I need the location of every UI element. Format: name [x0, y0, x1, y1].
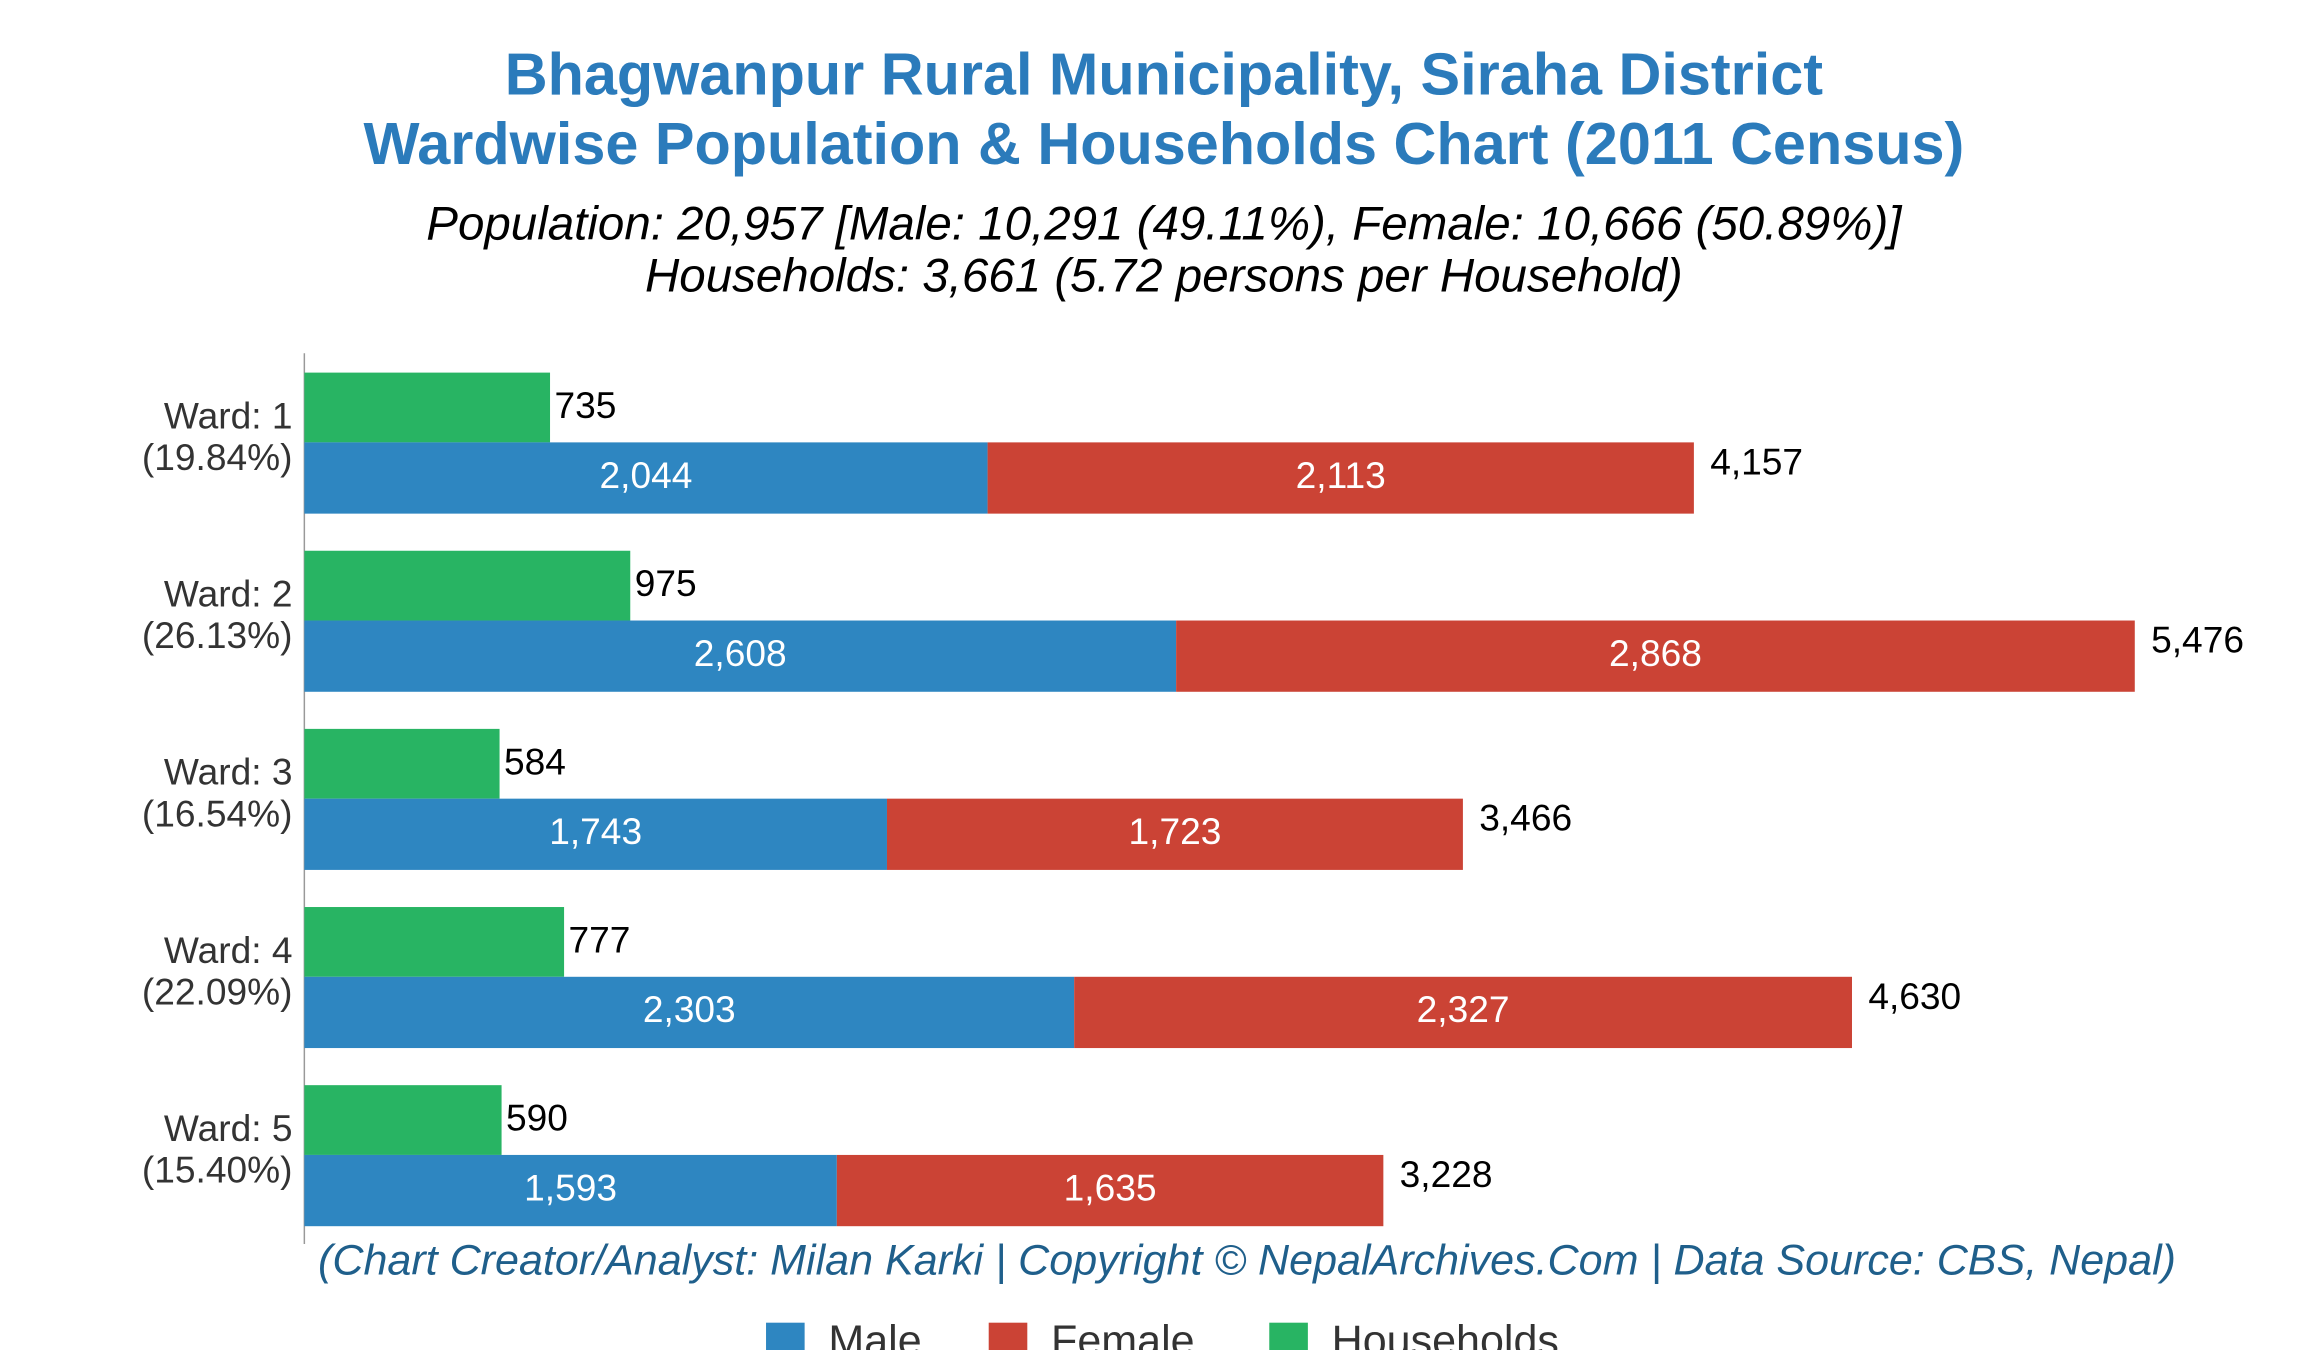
- bar: [304, 907, 565, 977]
- y-tick-label: (15.40%): [142, 1149, 293, 1191]
- bar: [304, 620, 1177, 692]
- total-label: 4,157: [1710, 440, 1803, 482]
- bar: [836, 1154, 1384, 1227]
- bar: [304, 550, 631, 621]
- legend-swatch: [766, 1322, 805, 1350]
- legend-swatch: [1269, 1322, 1308, 1350]
- y-tick-label: (26.13%): [142, 614, 293, 656]
- y-tick-label: Ward: 5: [164, 1107, 293, 1149]
- y-tick-label: (19.84%): [142, 436, 293, 478]
- y-tick-label: (16.54%): [142, 792, 293, 834]
- bar: [304, 728, 500, 799]
- data-label: 2,327: [1417, 988, 1510, 1030]
- data-label: 1,593: [524, 1166, 617, 1208]
- total-label: 3,466: [1479, 797, 1572, 839]
- data-label: 584: [504, 740, 566, 782]
- bar: [304, 372, 551, 443]
- chart-title: Bhagwanpur Rural Municipality, Siraha Di…: [505, 40, 1823, 107]
- bar: [304, 798, 887, 870]
- y-tick-label: (22.09%): [142, 970, 293, 1012]
- bar: [1074, 976, 1852, 1049]
- footnote: (Chart Creator/Analyst: Milan Karki | Co…: [318, 1237, 2176, 1285]
- data-label: 2,113: [1296, 454, 1386, 496]
- y-tick-label: Ward: 4: [164, 929, 293, 971]
- bar: [304, 1085, 502, 1155]
- bar: [304, 442, 988, 514]
- legend-label: Female: [1051, 1317, 1195, 1350]
- data-label: 2,303: [643, 988, 736, 1030]
- bar: [886, 798, 1463, 870]
- legend-label: Male: [828, 1317, 921, 1350]
- total-label: 3,228: [1400, 1153, 1493, 1195]
- data-label: 975: [635, 562, 697, 604]
- data-label: 2,608: [694, 632, 787, 674]
- data-label: 1,635: [1064, 1166, 1157, 1208]
- chart-subtitle: Households: 3,661 (5.72 persons per Hous…: [645, 250, 1683, 303]
- legend-swatch: [988, 1322, 1028, 1350]
- bar: [304, 1154, 837, 1227]
- data-label: 2,044: [600, 454, 693, 496]
- bar: [1176, 620, 2135, 692]
- chart-subtitle: Population: 20,957 [Male: 10,291 (49.11%…: [426, 198, 1903, 251]
- data-label: 1,723: [1129, 810, 1222, 852]
- total-label: 4,630: [1868, 975, 1961, 1017]
- total-label: 5,476: [2151, 619, 2244, 661]
- data-label: 2,868: [1609, 632, 1702, 674]
- legend-label: Households: [1332, 1317, 1559, 1350]
- chart-title: Wardwise Population & Households Chart (…: [363, 110, 1964, 177]
- data-label: 1,743: [549, 810, 642, 852]
- bar: [304, 976, 1075, 1049]
- y-tick-label: Ward: 3: [164, 751, 293, 793]
- data-label: 777: [569, 918, 631, 960]
- data-label: 590: [506, 1097, 568, 1139]
- bar: [987, 442, 1694, 514]
- y-tick-label: Ward: 2: [164, 573, 293, 615]
- data-label: 735: [554, 384, 616, 426]
- y-tick-label: Ward: 1: [164, 394, 293, 436]
